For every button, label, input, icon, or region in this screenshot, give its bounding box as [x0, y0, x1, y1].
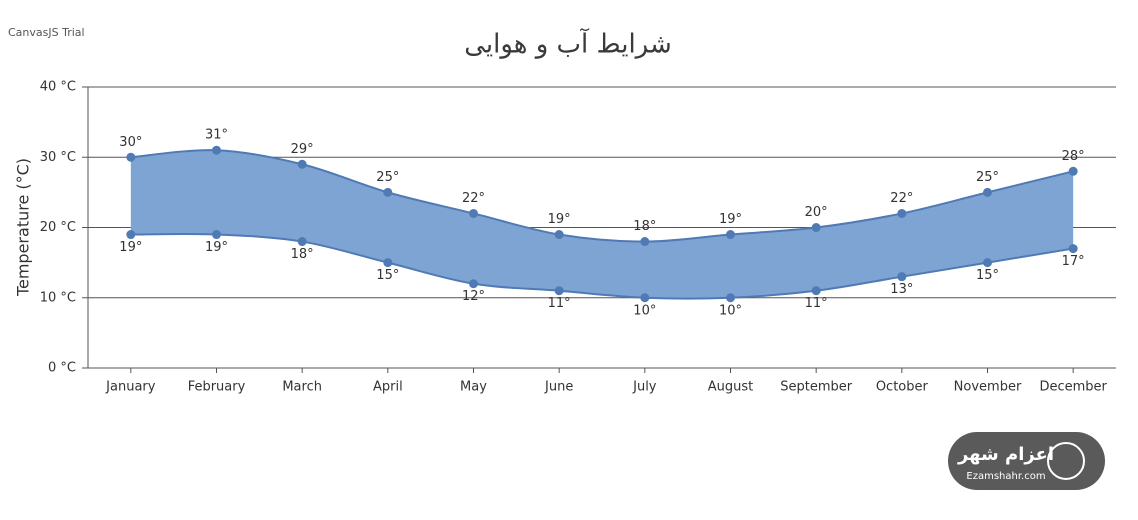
x-tick-label: August [708, 380, 754, 395]
point [469, 279, 478, 289]
value-label: 28° [1062, 149, 1085, 164]
value-label: 19° [119, 240, 142, 255]
value-label: 19° [719, 212, 742, 227]
x-tick-label: September [780, 380, 853, 395]
value-label: 10° [719, 303, 742, 318]
value-label: 19° [548, 212, 571, 227]
point [554, 230, 564, 240]
value-label: 11° [805, 296, 828, 311]
value-label: 22° [462, 191, 485, 206]
watermark-title: اعزام شهر [957, 444, 1054, 465]
watermark: اعزام شهر Ezamshahr.com [948, 432, 1105, 490]
point [126, 152, 136, 162]
x-tick-label: January [105, 380, 156, 395]
range-line [130, 149, 1074, 243]
point [1068, 244, 1078, 254]
point [811, 286, 821, 296]
point [897, 208, 907, 218]
value-label: 13° [890, 282, 913, 297]
value-label: 19° [205, 240, 228, 255]
value-label: 15° [976, 268, 999, 283]
point [640, 293, 650, 303]
point [383, 258, 393, 268]
value-label: 17° [1062, 254, 1085, 269]
point [554, 286, 564, 296]
x-tick-label: March [282, 380, 322, 395]
point [297, 159, 307, 169]
range-line [130, 233, 1074, 300]
value-label: 15° [376, 268, 399, 283]
y-tick-label: 20 °C [40, 220, 76, 235]
value-label: 11° [548, 296, 571, 311]
point [212, 230, 221, 240]
y-tick-label: 0 °C [48, 361, 76, 376]
point [983, 258, 992, 268]
watermark-badge [948, 432, 1105, 490]
point [212, 145, 221, 155]
x-tick-label: May [460, 380, 487, 395]
x-tick-label: October [876, 380, 929, 395]
x-tick-label: December [1039, 380, 1107, 395]
y-tick-label: 10 °C [40, 290, 76, 305]
x-tick-label: July [632, 380, 657, 395]
point [640, 237, 650, 247]
y-tick-label: 40 °C [40, 80, 76, 95]
point [383, 187, 393, 197]
value-label: 22° [890, 191, 913, 206]
point [1068, 166, 1078, 176]
point [297, 237, 307, 247]
point [726, 293, 735, 303]
y-tick-label: 30 °C [40, 150, 76, 165]
point [469, 208, 478, 218]
point [726, 230, 735, 240]
range-area [130, 150, 1074, 299]
x-tick-label: February [188, 380, 246, 395]
point [897, 272, 907, 282]
y-axis-title: Temperature (°C) [14, 158, 33, 297]
value-label: 30° [119, 135, 142, 150]
value-label: 18° [291, 247, 314, 262]
watermark-url: Ezamshahr.com [966, 471, 1045, 482]
point [811, 223, 821, 232]
value-label: 10° [633, 303, 656, 318]
value-label: 12° [462, 289, 485, 304]
x-tick-label: April [373, 380, 403, 395]
credit: CanvasJS Trial [8, 26, 85, 39]
chart-title: شرایط آب و هوایی [464, 28, 672, 60]
point [126, 230, 136, 240]
value-label: 29° [291, 142, 314, 157]
value-label: 18° [633, 219, 656, 234]
point [983, 187, 992, 197]
value-label: 25° [376, 170, 399, 185]
x-tick-label: November [954, 380, 1022, 395]
value-label: 25° [976, 170, 999, 185]
watermark-icon [1047, 442, 1085, 480]
value-label: 31° [205, 128, 228, 143]
value-label: 20° [805, 205, 828, 220]
x-tick-label: June [544, 380, 573, 395]
